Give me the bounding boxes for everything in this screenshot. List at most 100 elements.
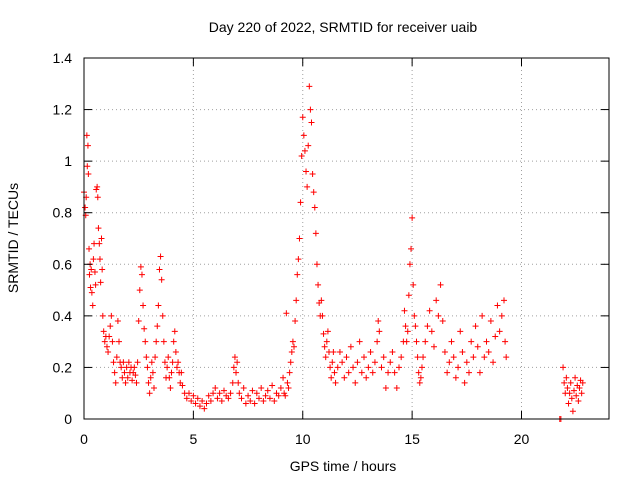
data-point	[172, 348, 179, 355]
data-point	[501, 297, 507, 304]
data-point	[151, 385, 157, 392]
data-point	[196, 403, 203, 410]
data-point	[134, 359, 141, 366]
data-point	[221, 387, 227, 394]
data-point	[424, 323, 431, 330]
data-point	[431, 343, 437, 350]
data-point	[566, 390, 573, 397]
data-point	[498, 312, 505, 319]
data-point	[306, 83, 313, 90]
data-point	[375, 318, 382, 325]
data-point	[304, 183, 311, 190]
data-point	[99, 266, 106, 273]
data-point	[225, 395, 232, 402]
data-point	[280, 374, 287, 381]
x-tick-label: 0	[80, 431, 88, 447]
data-point	[277, 385, 284, 392]
data-point	[461, 379, 468, 386]
data-point	[291, 343, 297, 350]
data-point	[404, 328, 411, 335]
data-point	[389, 348, 396, 355]
data-point	[410, 281, 417, 288]
data-point	[218, 397, 225, 404]
data-point	[110, 359, 117, 366]
data-point	[343, 354, 350, 361]
data-point	[186, 390, 192, 397]
data-point	[350, 364, 357, 371]
data-point	[103, 343, 110, 350]
data-point	[329, 359, 336, 366]
data-point	[463, 359, 470, 366]
data-point	[87, 284, 94, 291]
data-point	[579, 379, 586, 386]
x-tick-label: 20	[514, 431, 530, 447]
data-point	[347, 343, 354, 350]
data-point	[470, 354, 477, 361]
data-point	[286, 369, 293, 376]
data-point	[561, 379, 568, 386]
data-point	[262, 392, 269, 399]
data-point	[309, 171, 316, 178]
data-point	[170, 338, 177, 345]
data-point	[305, 142, 312, 149]
data-point	[487, 318, 494, 325]
data-point	[294, 271, 301, 278]
data-point	[158, 276, 165, 283]
data-point	[142, 338, 149, 345]
data-point	[212, 385, 219, 392]
data-point	[89, 302, 96, 309]
data-point	[565, 400, 572, 407]
data-point	[124, 374, 131, 381]
data-point	[296, 235, 303, 242]
data-point	[367, 348, 374, 355]
data-point	[258, 385, 265, 392]
data-point	[120, 359, 127, 366]
plot-frame	[83, 57, 610, 420]
data-point	[94, 183, 101, 190]
data-point	[435, 312, 442, 319]
y-tick-label: 1	[64, 153, 72, 169]
data-point	[405, 292, 412, 299]
data-point	[131, 364, 138, 371]
data-point	[299, 114, 306, 121]
data-point	[382, 385, 389, 392]
data-point	[308, 119, 315, 126]
data-point	[173, 364, 180, 371]
data-point	[161, 359, 168, 366]
data-point	[210, 390, 217, 397]
data-point	[136, 287, 143, 294]
data-point	[560, 364, 567, 371]
x-tick-label: 15	[404, 431, 420, 447]
data-point	[101, 338, 108, 345]
data-point	[331, 369, 338, 376]
data-point	[468, 338, 475, 345]
data-point	[371, 359, 378, 366]
data-point	[374, 338, 381, 345]
data-point	[144, 364, 151, 371]
data-point	[91, 240, 98, 247]
data-point	[205, 392, 212, 399]
data-point	[113, 354, 120, 361]
data-point	[240, 385, 247, 392]
data-point	[133, 379, 140, 386]
y-tick-label: 0.2	[53, 359, 73, 375]
data-point	[169, 359, 176, 366]
data-point	[137, 263, 144, 270]
data-point	[287, 359, 294, 366]
data-point	[406, 261, 413, 268]
data-point	[418, 364, 425, 371]
data-point	[339, 359, 346, 366]
data-point	[564, 385, 571, 392]
data-point	[100, 328, 107, 335]
data-point	[417, 374, 424, 381]
data-point	[288, 348, 295, 355]
y-tick-label: 0.4	[53, 308, 73, 324]
data-point	[88, 266, 95, 273]
data-point	[356, 338, 363, 345]
data-point	[345, 369, 352, 376]
data-point	[292, 318, 299, 325]
data-point	[88, 289, 95, 296]
data-point	[452, 374, 459, 381]
data-point	[141, 325, 148, 332]
data-point	[297, 199, 304, 206]
